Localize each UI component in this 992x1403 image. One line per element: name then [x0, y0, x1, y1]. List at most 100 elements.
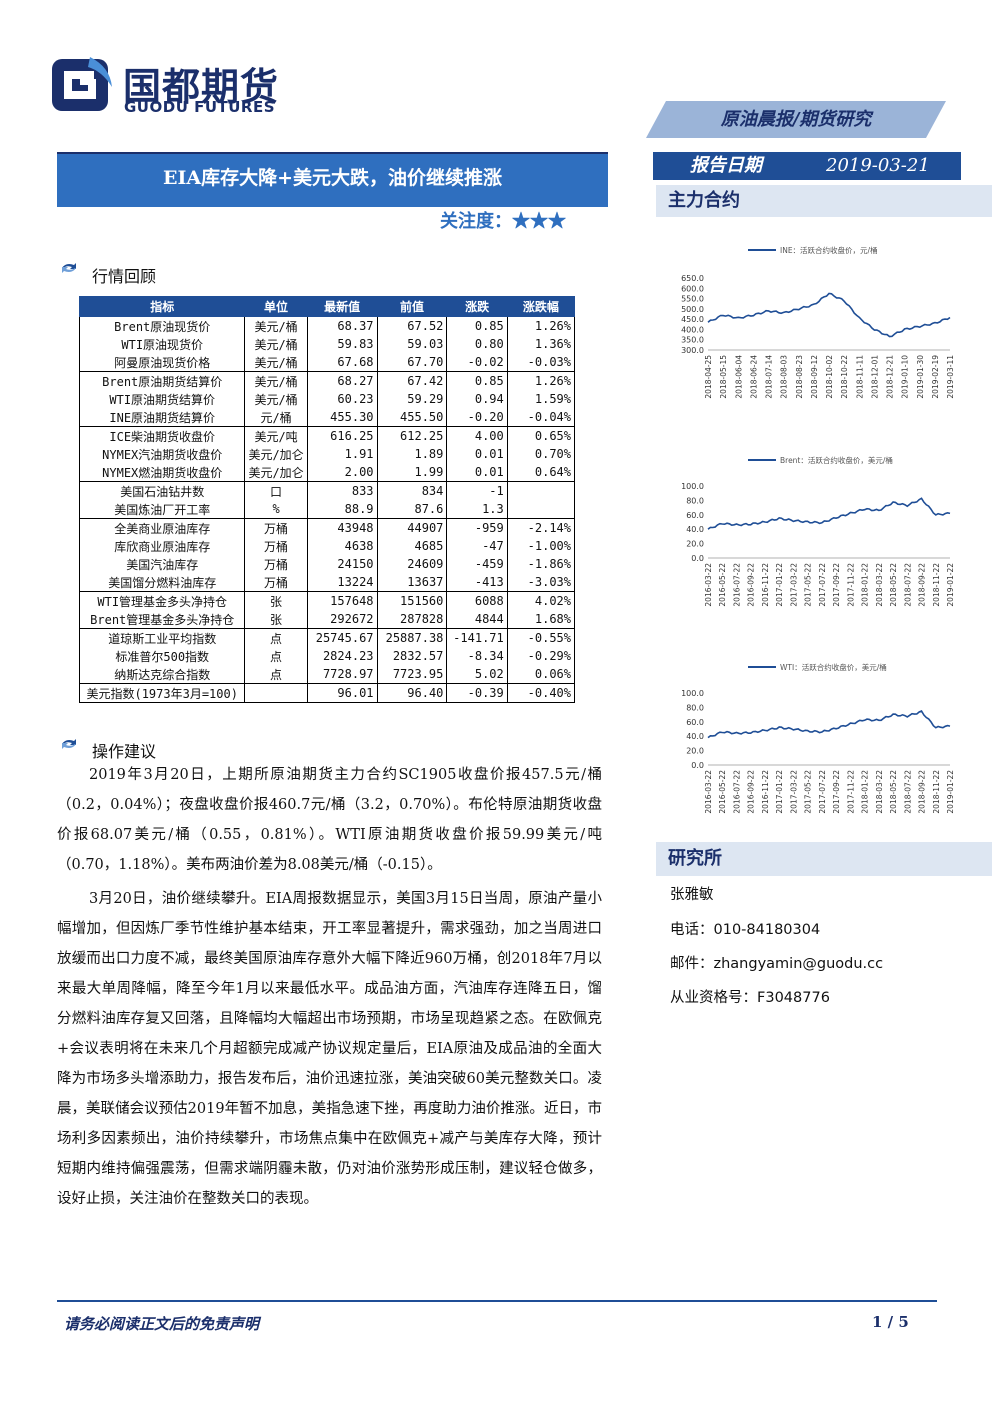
- table-row: Brent原油期货结算价 美元/桶 68.27 67.42 0.85 1.26%: [78, 371, 576, 390]
- cell-change-pct: -2.14%: [506, 518, 576, 537]
- cell-change: -0.02: [446, 353, 508, 372]
- cell-change-pct: 1.59%: [506, 390, 576, 408]
- table-row: WTI管理基金多头净持仓张 157648 151560 6088 4.02%: [78, 591, 576, 610]
- cell-previous: 59.29: [376, 390, 448, 408]
- logo-text-en: GUODU FUTURES: [124, 98, 276, 116]
- x-tick-label: 2018-09-22: [918, 770, 927, 814]
- cell-unit: 点: [244, 665, 308, 684]
- y-tick-label: 60.0: [686, 718, 704, 727]
- cell-change: 4.00: [446, 426, 508, 445]
- series-line: [707, 709, 951, 739]
- cell-latest: 616.25: [306, 426, 378, 445]
- analyst-email[interactable]: 邮件：zhangyamin@guodu.cc: [670, 956, 884, 972]
- x-tick-label: 2018-07-22: [903, 770, 912, 814]
- section-operation-advice: 操作建议: [92, 742, 157, 761]
- paragraph-1: 2019年3月20日，上期所原油期货主力合约SC1905收盘价报457.5元/桶…: [57, 767, 602, 873]
- report-date-label: 报告日期: [690, 155, 762, 176]
- table-row: NYMEX汽油期货收盘价 美元/加仑 1.91 1.89 0.01 0.70%: [78, 445, 576, 463]
- cell-change-pct: -0.40%: [506, 683, 576, 703]
- cell-indicator: NYMEX燃油期货收盘价: [78, 463, 246, 482]
- cell-previous: 1.99: [376, 463, 448, 482]
- x-tick-label: 2016-11-22: [761, 770, 770, 814]
- x-tick-label: 2018-11-22: [932, 563, 941, 607]
- cell-unit: 张: [244, 591, 308, 610]
- cell-previous: 25887.38: [376, 628, 448, 647]
- x-tick-label: 2019-01-10: [901, 355, 910, 399]
- cell-change-pct: 0.70%: [506, 445, 576, 463]
- cell-latest: 25745.67: [306, 628, 378, 647]
- main-contract-bar: [656, 185, 992, 217]
- cell-change-pct: 0.64%: [506, 463, 576, 482]
- cell-unit: 点: [244, 628, 308, 647]
- cell-previous: 13637: [376, 573, 448, 592]
- cell-indicator: ICE柴油期货收盘价: [78, 426, 246, 445]
- cell-change-pct: 1.36%: [506, 335, 576, 353]
- cell-latest: 68.37: [306, 316, 378, 335]
- cell-latest: 7728.97: [306, 665, 378, 684]
- x-tick-label: 2018-06-04: [734, 355, 743, 399]
- section-market-review: 行情回顾: [92, 267, 157, 286]
- x-tick-label: 2018-05-22: [889, 563, 898, 607]
- table-row: WTI原油期货结算价 美元/桶 60.23 59.29 0.94 1.59%: [78, 390, 576, 408]
- cell-latest: 59.83: [306, 335, 378, 353]
- analyst-phone: 电话：010-84180304: [670, 922, 821, 938]
- y-tick-label: 20.0: [686, 747, 704, 756]
- cell-previous: 24609: [376, 555, 448, 573]
- table-row: 全美商业原油库存 万桶 43948 44907 -959 -2.14%: [78, 518, 576, 537]
- y-tick-label: 600.0: [681, 284, 704, 293]
- x-tick-label: 2018-01-22: [861, 563, 870, 607]
- cell-previous: 59.03: [376, 335, 448, 353]
- cell-latest: 157648: [306, 591, 378, 610]
- brent-price-chart: Brent：活跃合约收盘价，美元/桶 100.0 80.0 60.0 40.0 20.0 0…: [681, 455, 955, 607]
- cell-change: 0.94: [446, 390, 508, 408]
- y-tick-label: 100.0: [681, 482, 704, 491]
- cell-previous: 67.42: [376, 371, 448, 390]
- y-tick-label: 40.0: [686, 525, 704, 534]
- x-tick-label: 2018-12-01: [870, 355, 879, 399]
- series-line: [707, 292, 951, 338]
- institute-title: 研究所: [668, 848, 722, 869]
- report-title: EIA库存大降+美元大跌，油价继续推涨: [162, 167, 503, 189]
- x-tick-label: 2018-11-11: [855, 355, 864, 399]
- cell-indicator: 标准普尔500指数: [78, 647, 246, 665]
- cell-change: 0.01: [446, 463, 508, 482]
- cell-change: -0.39: [446, 683, 508, 703]
- x-tick-label: 2017-01-22: [775, 770, 784, 814]
- cell-previous: 151560: [376, 591, 448, 610]
- x-tick-label: 2016-03-22: [704, 563, 713, 607]
- table-row: WTI原油现货价 美元/桶 59.83 59.03 0.80 1.36%: [78, 335, 576, 353]
- cell-change: 5.02: [446, 665, 508, 684]
- header-ribbon: [646, 101, 946, 138]
- table-row: Brent管理基金多头净持仓张 292672 287828 4844 1.68%: [78, 610, 576, 629]
- footer-disclaimer[interactable]: 请务必阅读正文后的免责声明: [64, 1315, 260, 1333]
- cell-change: -0.20: [446, 408, 508, 427]
- main-contract-title: 主力合约: [668, 190, 740, 211]
- cell-unit: 万桶: [244, 537, 308, 555]
- table-row: 阿曼原油现货价格 美元/桶 67.68 67.70 -0.02 -0.03%: [78, 353, 576, 372]
- section-swirl-icon: [62, 263, 76, 273]
- cell-change: -459: [446, 555, 508, 573]
- cell-unit: 万桶: [244, 573, 308, 592]
- series-line: [707, 497, 951, 530]
- y-tick-label: 650.0: [681, 274, 704, 283]
- col-indicator: 指标: [78, 296, 246, 317]
- cell-latest: 68.27: [306, 371, 378, 390]
- table-row: NYMEX燃油期货收盘价 美元/加仑 2.00 1.99 0.01 0.64%: [78, 463, 576, 482]
- cell-latest: 43948: [306, 518, 378, 537]
- cell-change-pct: 1.26%: [506, 316, 576, 335]
- x-tick-label: 2018-10-02: [825, 355, 834, 399]
- cell-latest: 2.00: [306, 463, 378, 482]
- cell-previous: 67.52: [376, 316, 448, 335]
- x-tick-label: 2018-10-22: [840, 355, 849, 399]
- footer-page-number: 1 / 5: [872, 1313, 909, 1331]
- cell-change-pct: 0.65%: [506, 426, 576, 445]
- cell-indicator: 纳斯达克综合指数: [78, 665, 246, 684]
- x-tick-label: 2018-09-12: [810, 355, 819, 399]
- table-header-row: 指标 单位 最新值 前值 涨跌 涨跌幅: [78, 296, 576, 317]
- table-row: Brent原油现货价 美元/桶 68.37 67.52 0.85 1.26%: [78, 316, 576, 335]
- table-row: INE原油期货结算价 元/桶 455.30 455.50 -0.20 -0.04%: [78, 408, 576, 427]
- analyst-license: 从业资格号：F3048776: [670, 990, 830, 1006]
- footer-rule: [57, 1300, 937, 1302]
- x-tick-label: 2019-03-11: [946, 355, 955, 399]
